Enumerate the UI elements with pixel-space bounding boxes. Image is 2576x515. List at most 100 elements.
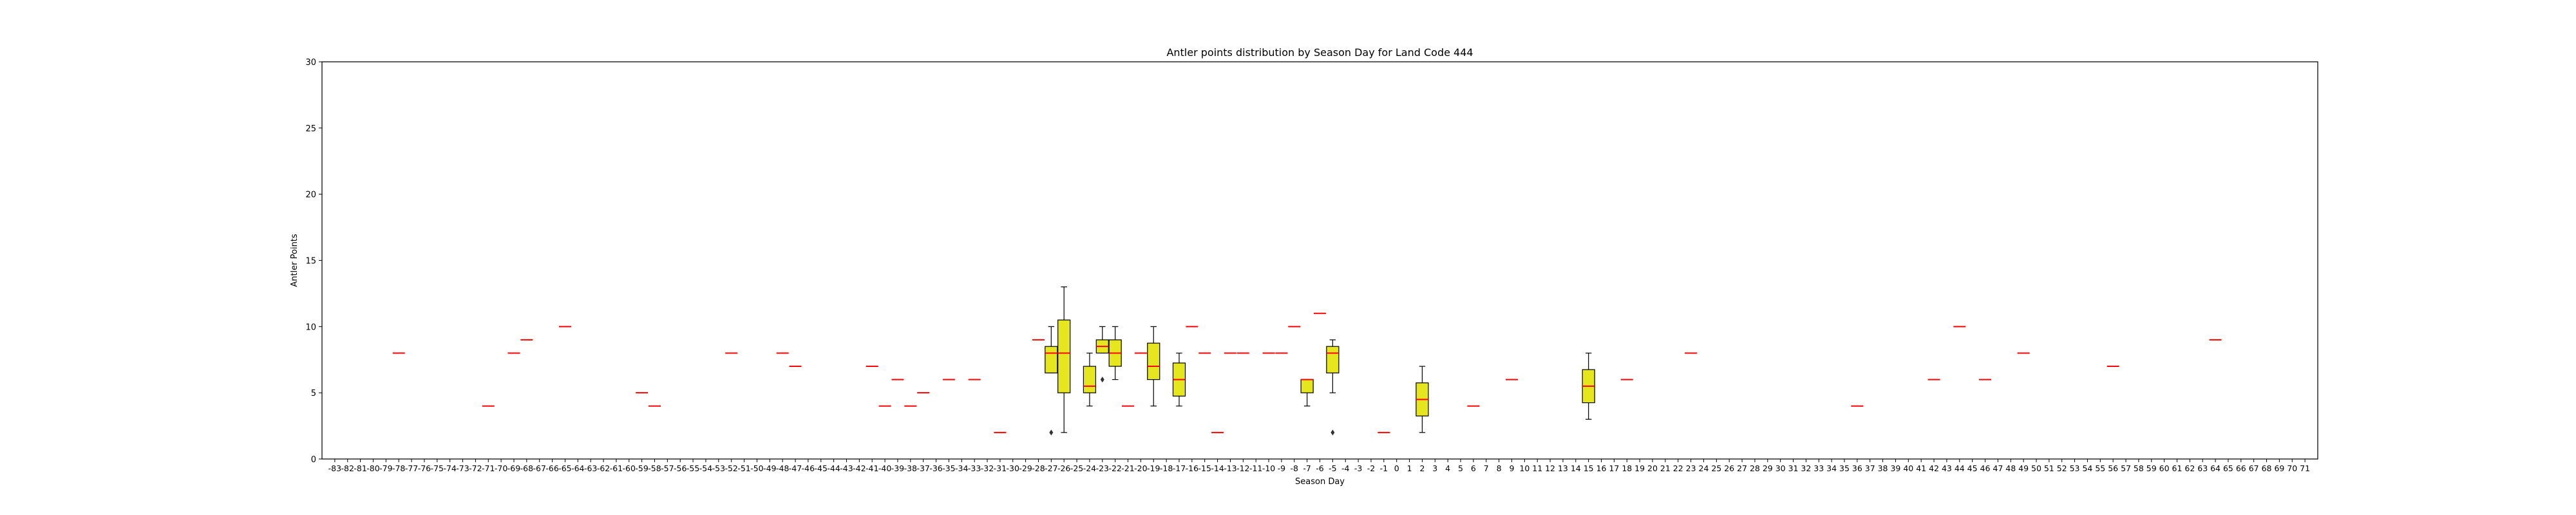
x-tick-label: 2 <box>1419 464 1425 473</box>
x-tick-label: -82 <box>341 464 354 473</box>
x-tick-label: 54 <box>2082 464 2092 473</box>
x-tick-label: -29 <box>1019 464 1032 473</box>
x-tick-label: -27 <box>1045 464 1057 473</box>
box-day--23 <box>1095 326 1109 383</box>
x-tick-label: 61 <box>2172 464 2183 473</box>
x-tick-label: -41 <box>866 464 878 473</box>
x-tick-label: 10 <box>1519 464 1530 473</box>
x-tick-label: 1 <box>1407 464 1412 473</box>
x-tick-label: -57 <box>661 464 674 473</box>
x-tick-label: 31 <box>1788 464 1799 473</box>
box-day--5 <box>1326 339 1340 436</box>
x-tick-label: -78 <box>392 464 405 473</box>
x-tick-label: 7 <box>1484 464 1489 473</box>
x-tick-label: -80 <box>366 464 379 473</box>
x-tick-label: 29 <box>1763 464 1773 473</box>
x-tick-label: -72 <box>469 464 482 473</box>
x-tick-label: 15 <box>1584 464 1594 473</box>
x-tick-label: -40 <box>878 464 891 473</box>
box-body <box>1083 366 1097 393</box>
x-tick-label: -38 <box>904 464 917 473</box>
x-tick-label: -49 <box>763 464 776 473</box>
x-tick-label: -46 <box>802 464 815 473</box>
x-tick-label: -50 <box>750 464 763 473</box>
x-tick-label: 21 <box>1660 464 1671 473</box>
x-tick-label: 0 <box>1394 464 1399 473</box>
x-tick-label: -55 <box>687 464 699 473</box>
outlier-point <box>1049 429 1054 436</box>
box-day--27 <box>1045 326 1058 436</box>
x-tick-label: -66 <box>545 464 558 473</box>
x-tick-label: -24 <box>1083 464 1096 473</box>
x-tick-label: 45 <box>1967 464 1978 473</box>
x-tick-label: -4 <box>1341 464 1350 473</box>
x-tick-label: -69 <box>507 464 520 473</box>
x-tick-label: 14 <box>1571 464 1581 473</box>
x-tick-label: -19 <box>1147 464 1160 473</box>
x-tick-label: -77 <box>405 464 418 473</box>
x-tick-label: 38 <box>1878 464 1888 473</box>
x-tick-label: -33 <box>968 464 981 473</box>
x-tick-label: 50 <box>2031 464 2041 473</box>
x-tick-label: 42 <box>1929 464 1939 473</box>
outlier-point <box>1100 377 1104 383</box>
x-tick-label: -17 <box>1173 464 1186 473</box>
box-day--7 <box>1300 379 1314 407</box>
x-tick-label: 27 <box>1737 464 1747 473</box>
x-tick-label: 6 <box>1471 464 1476 473</box>
x-tick-label: -32 <box>981 464 994 473</box>
x-tick-label: 28 <box>1750 464 1760 473</box>
x-tick-label: 24 <box>1699 464 1709 473</box>
x-tick-label: -47 <box>789 464 802 473</box>
x-tick-label: -52 <box>724 464 737 473</box>
x-tick-label: -59 <box>635 464 648 473</box>
x-tick-label: -74 <box>443 464 456 473</box>
x-tick-label: -13 <box>1224 464 1236 473</box>
x-tick-label: 57 <box>2121 464 2131 473</box>
x-tick-label: 34 <box>1826 464 1837 473</box>
y-tick-label: 10 <box>305 323 316 332</box>
x-tick-label: -30 <box>1007 464 1019 473</box>
x-tick-label: 18 <box>1622 464 1632 473</box>
x-tick-label: 69 <box>2274 464 2284 473</box>
x-tick-label: 59 <box>2146 464 2157 473</box>
x-tick-label: 37 <box>1865 464 1875 473</box>
x-tick-label: 3 <box>1432 464 1437 473</box>
x-tick-label: 8 <box>1497 464 1502 473</box>
x-tick-label: -43 <box>840 464 853 473</box>
box-body <box>1326 346 1340 373</box>
x-tick-label: 62 <box>2184 464 2195 473</box>
x-tick-label: -1 <box>1380 464 1388 473</box>
box-body <box>1300 379 1314 393</box>
x-tick-label: 60 <box>2159 464 2170 473</box>
x-tick-label: -67 <box>533 464 546 473</box>
x-tick-label: -68 <box>520 464 533 473</box>
x-tick-label: -60 <box>623 464 636 473</box>
box-body <box>1057 319 1071 393</box>
x-tick-label: 26 <box>1724 464 1734 473</box>
x-tick-label: 44 <box>1955 464 1965 473</box>
x-tick-label: 67 <box>2249 464 2259 473</box>
x-tick-label: -35 <box>942 464 955 473</box>
x-tick-label: -73 <box>456 464 469 473</box>
x-tick-label: -12 <box>1236 464 1249 473</box>
x-tick-label: -45 <box>815 464 828 473</box>
x-tick-label: -9 <box>1278 464 1286 473</box>
x-tick-label: 65 <box>2223 464 2233 473</box>
x-tick-label: 41 <box>1916 464 1926 473</box>
x-tick-label: 48 <box>2005 464 2016 473</box>
x-tick-label: 68 <box>2262 464 2272 473</box>
box-day--24 <box>1083 352 1097 407</box>
x-tick-label: -79 <box>379 464 392 473</box>
box-body <box>1045 346 1058 373</box>
x-tick-label: 9 <box>1510 464 1515 473</box>
x-tick-label: 52 <box>2057 464 2067 473</box>
box-day-2 <box>1416 366 1429 433</box>
x-tick-label: -56 <box>674 464 687 473</box>
x-tick-label: -75 <box>431 464 444 473</box>
x-tick-label: -54 <box>699 464 712 473</box>
y-tick-label: 15 <box>305 257 316 267</box>
box-day--19 <box>1147 326 1160 407</box>
x-tick-label: -71 <box>482 464 495 473</box>
